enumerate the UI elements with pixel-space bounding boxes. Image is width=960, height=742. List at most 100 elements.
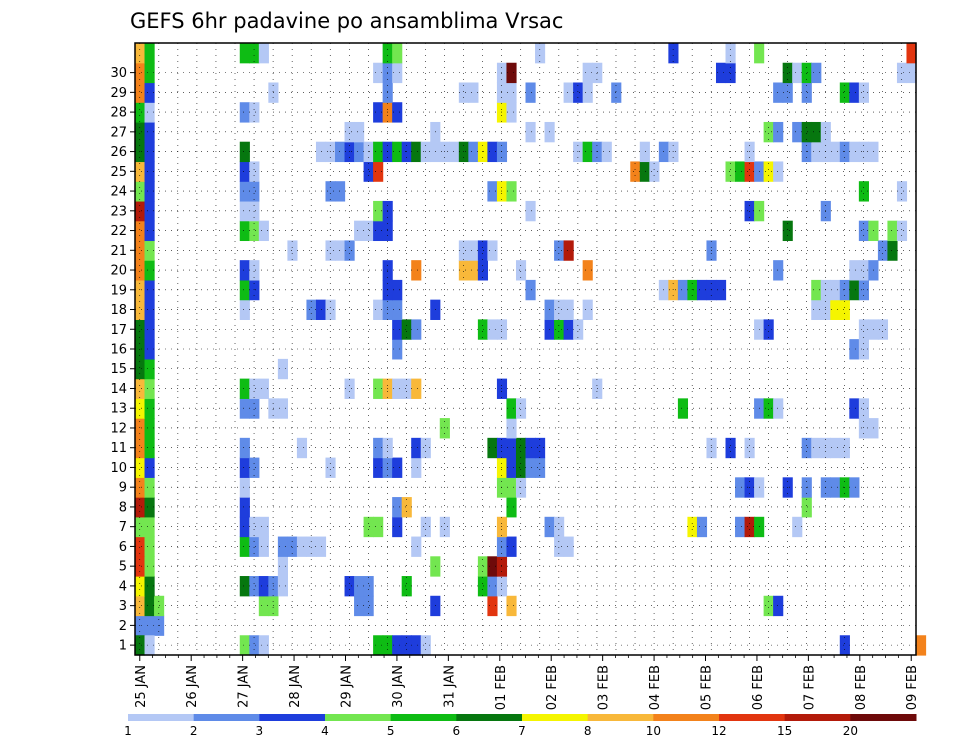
precip-cell [354,220,365,242]
precip-cell [144,161,155,182]
y-tick-label: 16 [110,343,127,358]
y-tick-label: 12 [110,421,127,436]
precip-cell [135,556,146,577]
colorbar-label: 3 [256,724,264,738]
precip-cell [525,200,536,222]
precip-cell [477,576,489,597]
precip-cell [239,161,250,182]
precip-cell [487,595,498,617]
precip-cell [706,279,717,301]
colorbar-label: 7 [518,724,526,738]
colorbar-swatch [522,714,589,721]
precip-cell [725,62,736,84]
precip-cell [239,398,250,419]
y-tick-label: 13 [110,402,127,417]
precip-cell [563,319,574,340]
precip-cell [496,457,508,478]
precip-cell [849,279,860,301]
precip-cell [687,516,698,538]
precip-cell [858,279,869,301]
precip-cell [468,141,479,163]
precip-cell [658,279,669,301]
precip-cell [144,457,155,478]
y-tick-label: 19 [110,283,127,298]
precip-cell [830,279,841,301]
precip-cell [144,378,155,399]
colorbar-label: 2 [190,724,198,738]
precip-cell [782,220,793,242]
precip-cell [249,279,260,301]
y-tick-label: 9 [119,481,127,496]
precip-cell [144,536,155,557]
precip-cell [487,319,498,340]
precip-cell [268,398,279,419]
precip-cell [335,141,346,163]
precip-cell [554,240,565,261]
precip-cell [135,595,146,617]
precip-cell [135,536,146,557]
precip-cell [725,437,736,459]
x-tick-label: 30 JAN [391,665,406,708]
precip-cell [487,240,498,261]
precip-cell [373,299,384,320]
colorbar-swatch [325,714,392,721]
precip-cell [877,240,889,261]
precip-cell [277,536,288,557]
precip-cell [506,497,517,518]
x-tick-label: 27 JAN [237,665,252,708]
precip-cell [401,378,412,399]
precip-cell [135,260,146,281]
precip-cell [258,516,269,538]
precip-cell [249,161,260,182]
precip-cell [763,319,774,340]
precip-cell [763,398,774,419]
precip-cell [239,260,250,281]
precip-cell [258,576,269,597]
precip-cell [458,240,469,261]
precip-cell [525,121,536,143]
precip-cell [144,299,155,320]
precip-cell [630,161,641,182]
precip-cell [735,477,746,498]
precip-cell [839,299,850,320]
precip-cell [249,576,260,597]
precip-cell [639,161,650,182]
precip-cell [249,220,260,242]
precip-cell [249,43,260,64]
precip-cell [792,62,803,84]
precip-cell [887,220,898,242]
precip-cell [535,437,546,459]
precip-cell [411,437,422,459]
precip-cell [373,437,384,459]
precip-cell [582,260,593,281]
precip-cell [239,220,250,242]
precip-cell [287,536,298,557]
y-tick-label: 23 [110,204,127,219]
precip-cell [487,556,498,577]
precip-cell [144,398,155,419]
precip-cell [858,181,869,202]
precip-cell [344,121,355,143]
precip-cell [135,378,146,399]
precip-cell [506,62,517,84]
y-tick-label: 8 [119,500,127,515]
precip-cell [611,82,622,103]
y-tick-label: 27 [110,125,127,140]
y-tick-label: 21 [110,244,127,259]
precip-cell [315,299,327,320]
precip-cell [335,181,346,202]
precip-cell [268,576,279,597]
precip-cell [258,43,269,64]
precip-cell [135,497,146,518]
precip-cell [306,299,317,320]
precip-cell [239,102,250,123]
precip-cell [811,121,822,143]
precip-cell [354,141,365,163]
precip-cell [449,141,460,163]
precip-cell [325,181,336,202]
precip-cell [239,576,250,597]
precip-cell [392,339,403,360]
y-tick-label: 1 [119,639,127,654]
precip-cell [811,279,822,301]
precip-cell [411,319,422,340]
